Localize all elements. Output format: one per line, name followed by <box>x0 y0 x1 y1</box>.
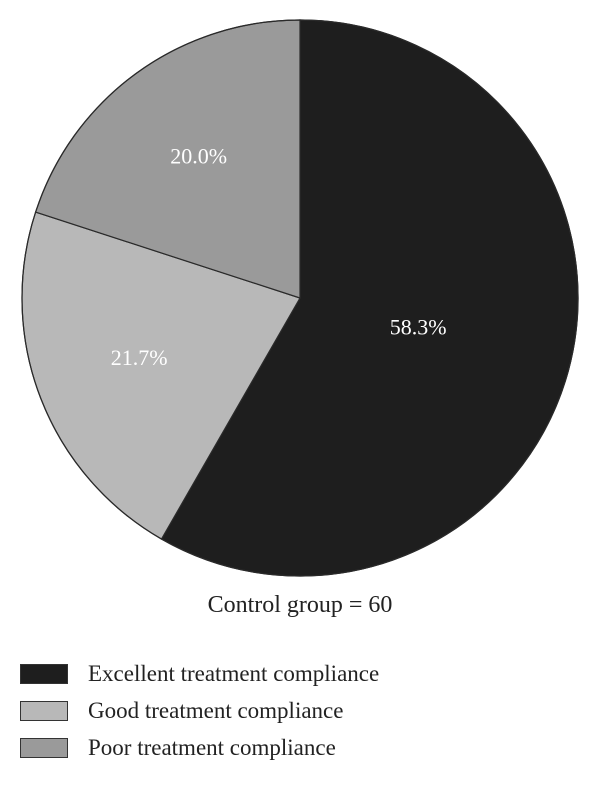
pie-slice-labels: 58.3% 21.7% 20.0% <box>111 144 447 370</box>
pie-slices <box>21 19 579 577</box>
chart-caption: Control group = 60 <box>207 592 393 618</box>
legend-swatch-excellent <box>20 663 68 684</box>
legend-item-good: Good treatment compliance <box>20 692 580 729</box>
legend: Excellent treatment compliance Good trea… <box>20 655 580 766</box>
pie-slice-label-good: 21.7% <box>111 345 168 370</box>
legend-label-excellent: Excellent treatment compliance <box>88 660 380 686</box>
pie-slice-label-excellent: 58.3% <box>390 315 447 340</box>
legend-swatch-good <box>20 700 68 721</box>
legend-swatch-poor <box>20 737 68 758</box>
legend-label-good: Good treatment compliance <box>88 697 344 723</box>
legend-item-excellent: Excellent treatment compliance <box>20 655 580 692</box>
pie-chart: 58.3% 21.7% 20.0% <box>21 19 579 577</box>
pie-slice-label-poor: 20.0% <box>170 144 227 169</box>
legend-item-poor: Poor treatment compliance <box>20 729 580 766</box>
legend-label-poor: Poor treatment compliance <box>88 734 336 760</box>
pie-outline <box>21 19 579 577</box>
